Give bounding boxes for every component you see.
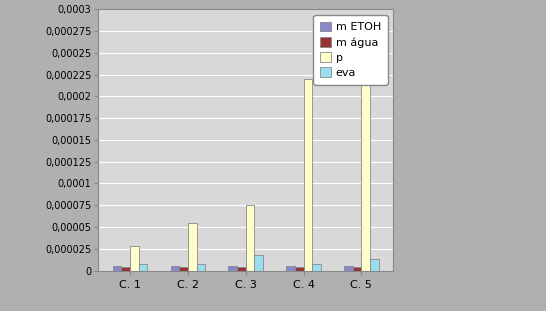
Bar bbox=[254, 255, 263, 271]
Bar bbox=[237, 267, 246, 271]
Bar bbox=[170, 266, 179, 271]
Bar bbox=[344, 266, 353, 271]
Legend: m ETOH, m água, p, eva: m ETOH, m água, p, eva bbox=[313, 15, 388, 85]
Bar bbox=[130, 246, 139, 271]
Bar bbox=[139, 264, 147, 271]
Bar bbox=[246, 205, 254, 271]
Bar bbox=[188, 223, 197, 271]
Bar bbox=[179, 267, 188, 271]
Bar bbox=[312, 264, 321, 271]
Bar bbox=[304, 79, 312, 271]
Bar bbox=[121, 267, 130, 271]
Bar bbox=[286, 266, 295, 271]
Bar bbox=[361, 18, 370, 271]
Bar bbox=[197, 264, 205, 271]
Bar bbox=[370, 259, 379, 271]
Bar bbox=[353, 267, 361, 271]
Bar bbox=[295, 267, 304, 271]
Bar bbox=[228, 266, 237, 271]
Bar bbox=[112, 266, 121, 271]
